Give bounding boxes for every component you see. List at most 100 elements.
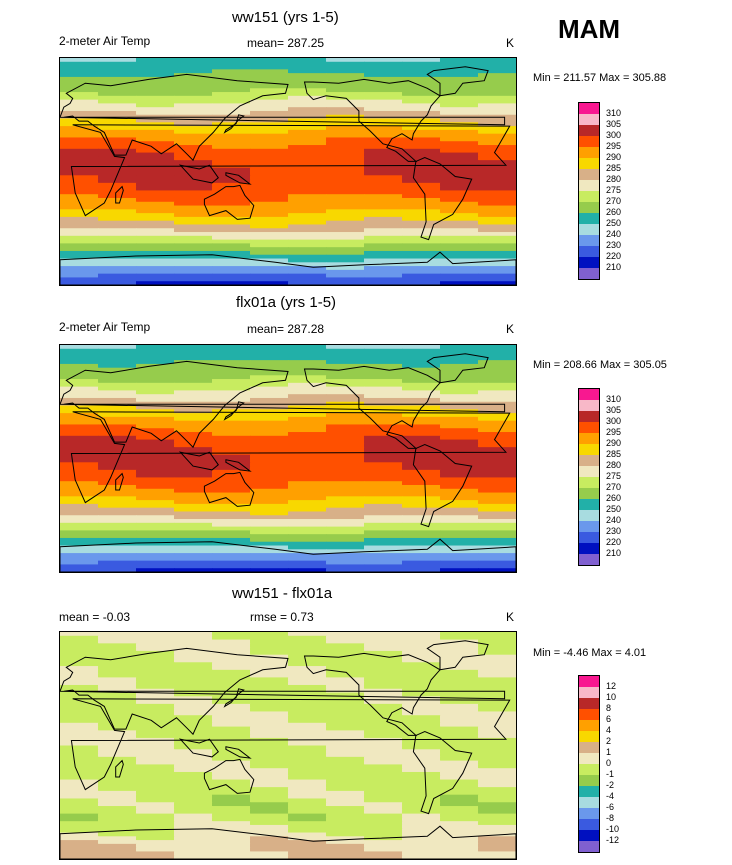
map-cell (98, 160, 137, 165)
map-cell (212, 730, 251, 735)
colorbar-swatch (579, 257, 599, 268)
map-cell (326, 197, 365, 203)
map-cell (212, 647, 251, 652)
map-cell (250, 515, 289, 520)
map-cell (250, 473, 289, 479)
colorbar-label: 230 (606, 526, 622, 536)
map-cell (60, 103, 99, 108)
map-cell (136, 730, 175, 735)
map-cell (364, 847, 403, 853)
map-cell (288, 541, 327, 547)
map-cell (60, 677, 99, 682)
map-cell (402, 734, 441, 739)
map-cell (212, 103, 251, 108)
map-cell (174, 790, 213, 796)
map-cell (288, 273, 327, 279)
map-cell (136, 269, 175, 275)
map-cell (212, 250, 251, 256)
colorbar-swatch (579, 136, 599, 147)
map-cell (212, 167, 251, 173)
map-cell (174, 526, 213, 531)
map-cell (136, 741, 175, 747)
map-cell (402, 496, 441, 501)
colorbar-label: 250 (606, 504, 622, 514)
map-cell (326, 432, 365, 437)
map-cell (402, 205, 441, 210)
map-cell (326, 530, 365, 535)
map-cell (212, 281, 251, 285)
map-cell (212, 277, 251, 282)
map-cell (402, 541, 441, 547)
map-cell (478, 828, 516, 834)
map-cell (326, 348, 365, 354)
map-cell (212, 545, 251, 550)
map-cell (478, 175, 516, 180)
map-cell (402, 673, 441, 678)
coastline (203, 184, 255, 220)
map-cell (440, 496, 479, 501)
map-cell (440, 847, 479, 853)
map-cell (174, 828, 213, 834)
map-cell (212, 348, 251, 354)
map-cell (478, 182, 516, 188)
map-cell (288, 432, 327, 437)
map-cell (60, 813, 99, 818)
map-cell (364, 734, 403, 739)
map-cell (288, 855, 327, 859)
coastline (412, 731, 473, 815)
map-cell (326, 684, 365, 690)
map-cell (402, 466, 441, 471)
map-cell (288, 156, 327, 161)
map-cell (174, 836, 213, 841)
map-cell (364, 76, 403, 82)
map-cell (98, 382, 137, 388)
map-cell (136, 360, 175, 365)
map-cell (440, 447, 479, 452)
map-cell (478, 262, 516, 267)
map-cell (136, 122, 175, 127)
map-cell (478, 213, 516, 218)
map-cell (136, 367, 175, 373)
map-cell (440, 420, 479, 426)
colorbar-label: 210 (606, 262, 622, 272)
map-cell (364, 171, 403, 176)
map-cell (136, 84, 175, 89)
map-cell (212, 764, 251, 769)
map-cell (478, 379, 516, 384)
colorbar-swatch (579, 720, 599, 731)
map-cell (60, 190, 99, 195)
map-cell (288, 749, 327, 754)
map-cell (478, 658, 516, 663)
map-cell (478, 673, 516, 678)
coastline (60, 647, 506, 736)
map-cell (60, 749, 99, 754)
map-cell (98, 156, 137, 161)
map-cell (288, 677, 327, 682)
map-cell (478, 390, 516, 395)
map-cell (136, 496, 175, 501)
map-cell (60, 711, 99, 716)
map-cell (98, 224, 137, 229)
map-cell (364, 273, 403, 279)
map-cell (174, 179, 213, 184)
map-cell (288, 496, 327, 501)
map-cell (98, 126, 137, 131)
map-cell (440, 205, 479, 210)
map-cell (174, 375, 213, 380)
map-cell (326, 133, 365, 139)
map-cell (440, 556, 479, 562)
map-cell (136, 107, 175, 112)
map-cell (136, 503, 175, 509)
map-cell (326, 73, 365, 78)
map-cell (288, 356, 327, 361)
map-cell (98, 379, 137, 384)
map-cell (136, 806, 175, 811)
map-cell (440, 428, 479, 433)
map-cell (250, 847, 289, 853)
map-cell (136, 534, 175, 539)
map-cell (60, 779, 99, 784)
map-cell (250, 635, 289, 641)
map-cell (478, 703, 516, 709)
map-cell (478, 375, 516, 380)
colorbar-swatch (579, 532, 599, 543)
